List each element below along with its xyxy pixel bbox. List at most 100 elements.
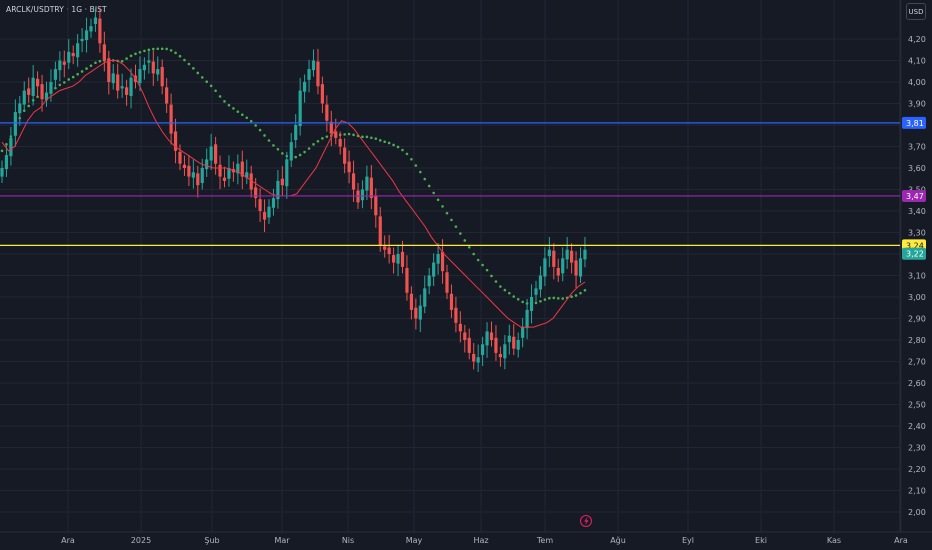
candle-up	[205, 159, 209, 170]
candle-down	[498, 353, 502, 358]
candle-down	[222, 177, 227, 181]
candle-down	[400, 251, 405, 267]
lightning-icon[interactable]	[580, 515, 592, 527]
y-tick-label: 2,50	[908, 401, 926, 410]
candle-up	[365, 176, 369, 191]
candle-up	[191, 172, 195, 178]
candle-down	[214, 144, 218, 164]
y-tick-label: 4,10	[908, 57, 926, 66]
candle-up	[543, 258, 547, 277]
ma-dot	[570, 295, 573, 298]
ma-dot	[263, 134, 266, 137]
ma-dot	[347, 132, 351, 136]
ma-dot	[463, 239, 467, 242]
y-tick-label: 2,30	[908, 444, 926, 453]
candle-down	[71, 52, 75, 57]
candle-down	[414, 307, 418, 319]
candle-up	[418, 305, 422, 320]
ma-dot	[419, 170, 422, 174]
candle-down	[440, 251, 445, 272]
ma-dot	[200, 76, 204, 79]
ma-dot	[5, 143, 8, 146]
ma-dot	[27, 104, 31, 108]
candle-down	[383, 246, 387, 250]
x-tick-label: Nis	[342, 536, 354, 545]
candle-up	[578, 258, 583, 277]
candle-up	[423, 288, 427, 307]
x-tick-label: Eyl	[682, 536, 694, 545]
ma-dot	[423, 177, 427, 181]
x-tick-label: Ağu	[610, 536, 626, 545]
candle-up	[49, 82, 53, 94]
ma-dot	[0, 149, 4, 153]
candle-up	[200, 168, 204, 184]
candle-up	[156, 69, 160, 75]
ma-dot	[249, 119, 253, 123]
ma-dot	[76, 72, 79, 76]
ma-dot	[214, 89, 217, 93]
ma-dot	[556, 297, 560, 300]
x-tick-label: 2025	[131, 536, 151, 545]
price-tag-label: 3,47	[906, 192, 924, 201]
candle-down	[258, 199, 262, 211]
ma-dot	[490, 274, 493, 278]
candle-down	[369, 177, 373, 199]
ma-dot	[312, 143, 315, 146]
currency-button[interactable]: USD	[906, 3, 926, 20]
candle-down	[116, 74, 120, 91]
ma-dot	[427, 184, 431, 188]
ema-path	[1, 60, 586, 328]
ma-dot	[454, 225, 458, 228]
ma-dot	[387, 141, 391, 145]
candle-down	[387, 247, 391, 254]
candle-down	[98, 18, 102, 44]
horizontal-levels[interactable]	[0, 122, 900, 246]
candle-up	[294, 125, 298, 141]
ma-dot	[316, 139, 320, 143]
candle-down	[125, 87, 129, 95]
candle-down	[160, 66, 164, 87]
price-tag-label: 3,24	[906, 241, 924, 250]
ma-dot	[410, 157, 413, 161]
candle-up	[227, 168, 231, 179]
ma-dot	[436, 198, 440, 202]
ma-dot	[160, 47, 164, 51]
candle-down	[240, 161, 244, 177]
y-tick-label: 2,70	[908, 358, 926, 367]
ma-dot	[152, 47, 155, 51]
ma-dot	[401, 148, 404, 152]
ma-dot	[272, 144, 275, 147]
ma-dot	[303, 150, 306, 154]
candles	[0, 7, 587, 373]
candle-up	[547, 249, 551, 257]
ma-dot	[508, 291, 511, 295]
x-tick-label: Tem	[536, 536, 553, 545]
candle-down	[512, 336, 516, 349]
y-tick-label: 3,30	[908, 229, 926, 238]
candle-up	[67, 51, 71, 63]
ma-dot	[543, 298, 547, 301]
ma-dot	[512, 295, 516, 298]
ma-dot	[165, 47, 168, 51]
candle-up	[507, 335, 511, 343]
candle-down	[552, 250, 556, 267]
x-tick-label: Ara	[894, 536, 908, 545]
ma-dot	[134, 52, 137, 56]
candle-down	[178, 151, 182, 164]
candle-up	[89, 26, 93, 32]
y-tick-label: 2,40	[908, 422, 926, 431]
candle-up	[31, 77, 35, 96]
ma-dot	[450, 218, 453, 222]
candle-up	[236, 163, 240, 174]
ma-dot	[378, 139, 382, 142]
ma-dot	[192, 67, 195, 70]
price-tag-label: 3,81	[906, 119, 924, 128]
ma-dot	[414, 164, 418, 167]
candle-down	[458, 323, 462, 332]
candle-up	[209, 146, 213, 161]
ma-dot	[267, 139, 271, 142]
y-tick-label: 3,00	[908, 293, 926, 302]
candle-up	[481, 344, 485, 356]
candle-up	[561, 258, 565, 274]
